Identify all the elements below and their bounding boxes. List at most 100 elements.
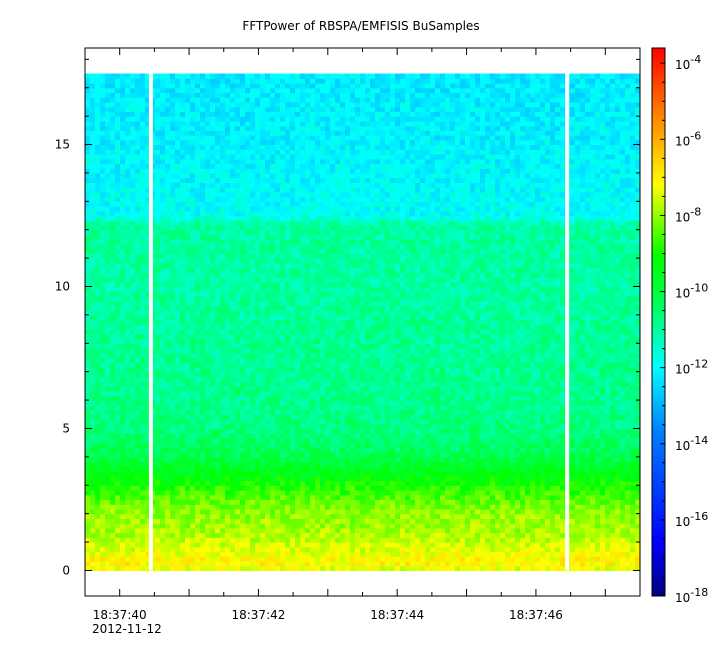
heatmap-cell (480, 532, 486, 538)
heatmap-cell (330, 414, 336, 420)
heatmap-cell (360, 362, 366, 368)
heatmap-cell (250, 433, 256, 439)
heatmap-cell (575, 423, 581, 430)
heatmap-cell (180, 433, 186, 439)
heatmap-cell (210, 532, 216, 538)
heatmap-cell (350, 508, 356, 515)
heatmap-cell (200, 556, 206, 562)
heatmap-cell (270, 442, 276, 448)
heatmap-cell (620, 447, 626, 453)
heatmap-cell (480, 466, 486, 472)
heatmap-cell (200, 437, 206, 444)
heatmap-cell (205, 565, 211, 572)
heatmap-cell (600, 494, 606, 501)
heatmap-cell (230, 456, 236, 463)
heatmap-cell (235, 442, 241, 448)
heatmap-cell (560, 395, 566, 401)
heatmap-cell (400, 542, 406, 548)
heatmap-cell (270, 456, 276, 463)
heatmap-cell (220, 556, 226, 562)
heatmap-cell (130, 461, 136, 467)
heatmap-cell (285, 523, 291, 529)
heatmap-cell (390, 556, 396, 562)
heatmap-cell (265, 414, 271, 420)
heatmap-cell (620, 485, 626, 491)
heatmap-cell (370, 556, 376, 562)
heatmap-cell (450, 414, 456, 420)
heatmap-cell (470, 419, 476, 425)
heatmap-cell (380, 419, 386, 425)
heatmap-cell (395, 471, 401, 477)
heatmap-cell (515, 504, 521, 510)
heatmap-cell (415, 419, 421, 425)
heatmap-cell (105, 513, 111, 519)
heatmap-cell (120, 428, 126, 434)
heatmap-cell (595, 442, 601, 448)
heatmap-cell (635, 551, 640, 557)
heatmap-cell (595, 560, 601, 567)
heatmap-cell (485, 523, 491, 529)
heatmap-cell (305, 414, 311, 420)
heatmap-cell (110, 523, 116, 529)
heatmap-cell (270, 532, 276, 538)
heatmap-cell (185, 395, 191, 401)
heatmap-cell (285, 466, 291, 472)
heatmap-cell (160, 551, 166, 557)
heatmap-cell (455, 433, 461, 439)
heatmap-cell (570, 508, 576, 515)
heatmap-cell (505, 560, 511, 567)
heatmap-cell (300, 442, 306, 448)
heatmap-cell (310, 461, 316, 467)
heatmap-cell (435, 466, 441, 472)
heatmap-cell (230, 556, 236, 562)
heatmap-cell (120, 437, 126, 444)
heatmap-cell (595, 475, 601, 482)
heatmap-cell (370, 537, 376, 543)
heatmap-cell (290, 437, 296, 444)
heatmap-cell (370, 551, 376, 557)
heatmap-cell (130, 527, 136, 534)
heatmap-cell (525, 466, 531, 472)
heatmap-cell (495, 376, 501, 382)
heatmap-cell (410, 395, 416, 401)
heatmap-cell (105, 423, 111, 430)
heatmap-cell (325, 518, 331, 524)
heatmap-cell (100, 419, 106, 425)
heatmap-cell (505, 485, 511, 491)
heatmap-cell (540, 437, 546, 444)
heatmap-cell (505, 433, 511, 439)
heatmap-cell (325, 475, 331, 482)
heatmap-cell (140, 532, 146, 538)
heatmap-cell (585, 471, 591, 477)
heatmap-cell (425, 414, 431, 420)
heatmap-cell (235, 494, 241, 501)
heatmap-cell (495, 527, 501, 534)
heatmap-cell (450, 371, 456, 378)
heatmap-cell (620, 490, 626, 496)
heatmap-cell (430, 362, 436, 368)
heatmap-cell (195, 442, 201, 448)
heatmap-cell (85, 518, 91, 524)
heatmap-cell (485, 390, 491, 396)
heatmap-cell (265, 390, 271, 396)
heatmap-cell (625, 433, 631, 439)
heatmap-cell (365, 409, 371, 415)
heatmap-cell (195, 523, 201, 529)
heatmap-cell (625, 537, 631, 543)
heatmap-cell (120, 556, 126, 562)
heatmap-cell (340, 499, 346, 505)
heatmap-cell (265, 532, 271, 538)
heatmap-cell (180, 362, 186, 368)
heatmap-cell (635, 532, 640, 538)
heatmap-cell (220, 518, 226, 524)
heatmap-cell (480, 556, 486, 562)
heatmap-cell (90, 513, 96, 519)
heatmap-cell (345, 447, 351, 453)
heatmap-cell (505, 466, 511, 472)
heatmap-cell (240, 419, 246, 425)
heatmap-cell (220, 395, 226, 401)
heatmap-cell (625, 485, 631, 491)
heatmap-cell (185, 442, 191, 448)
heatmap-cell (520, 504, 526, 510)
heatmap-cell (585, 494, 591, 501)
